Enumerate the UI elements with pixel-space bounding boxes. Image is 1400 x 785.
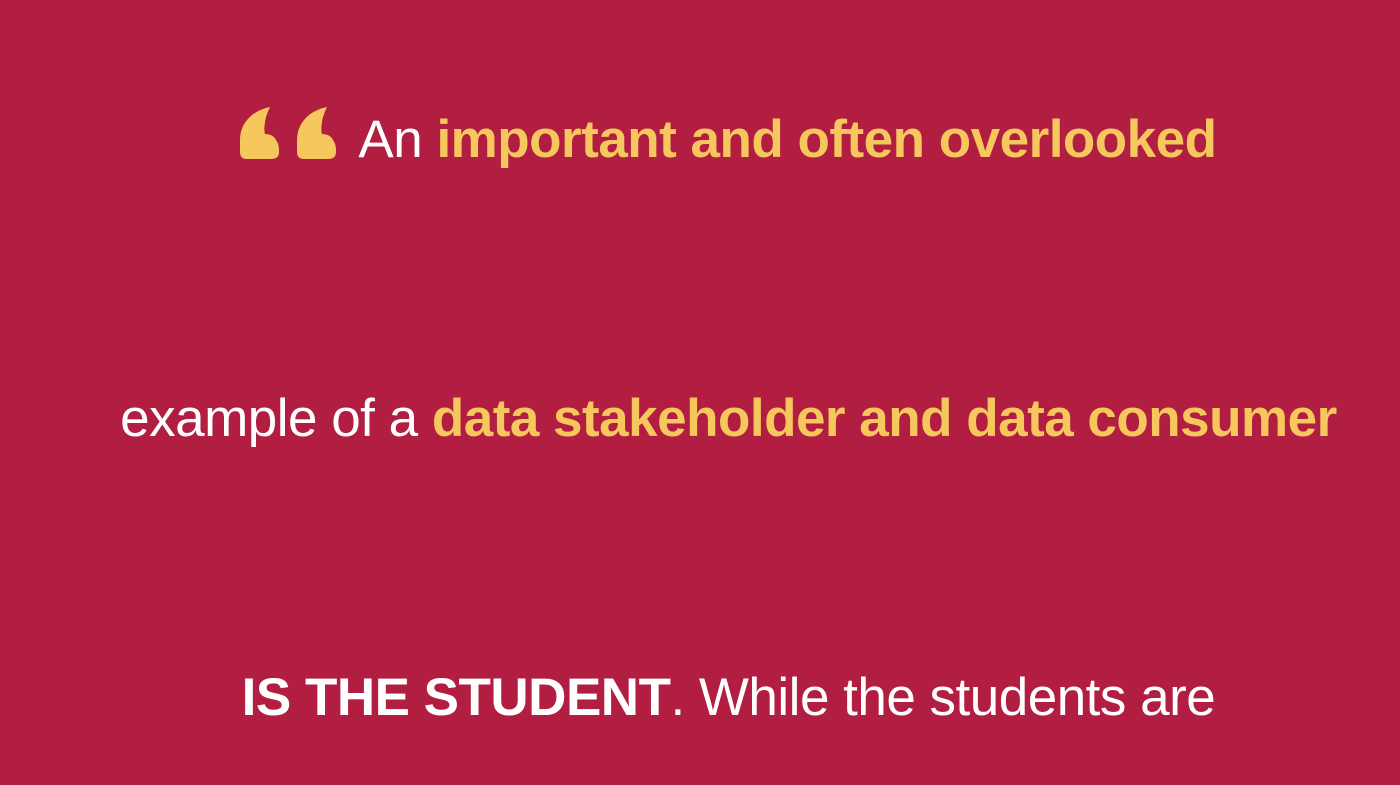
quote-line-1: An important and often overlooked (183, 0, 1217, 279)
quote-text-regular: example of a (120, 389, 432, 448)
quote-text-regular: . While the students are (670, 668, 1216, 727)
open-quote-icon (240, 107, 337, 159)
quote-text-accent: data stakeholder and data consumer (431, 389, 1337, 448)
quote-text-accent: important and often overlooked (436, 110, 1217, 169)
quote-line-2: example of a data stakeholder and data c… (63, 279, 1337, 558)
quote-text-regular: An (358, 110, 437, 169)
quote-text-emphasis: IS THE STUDENT (241, 668, 671, 727)
quote-line-3: IS THE STUDENT. While the students are (185, 558, 1216, 785)
